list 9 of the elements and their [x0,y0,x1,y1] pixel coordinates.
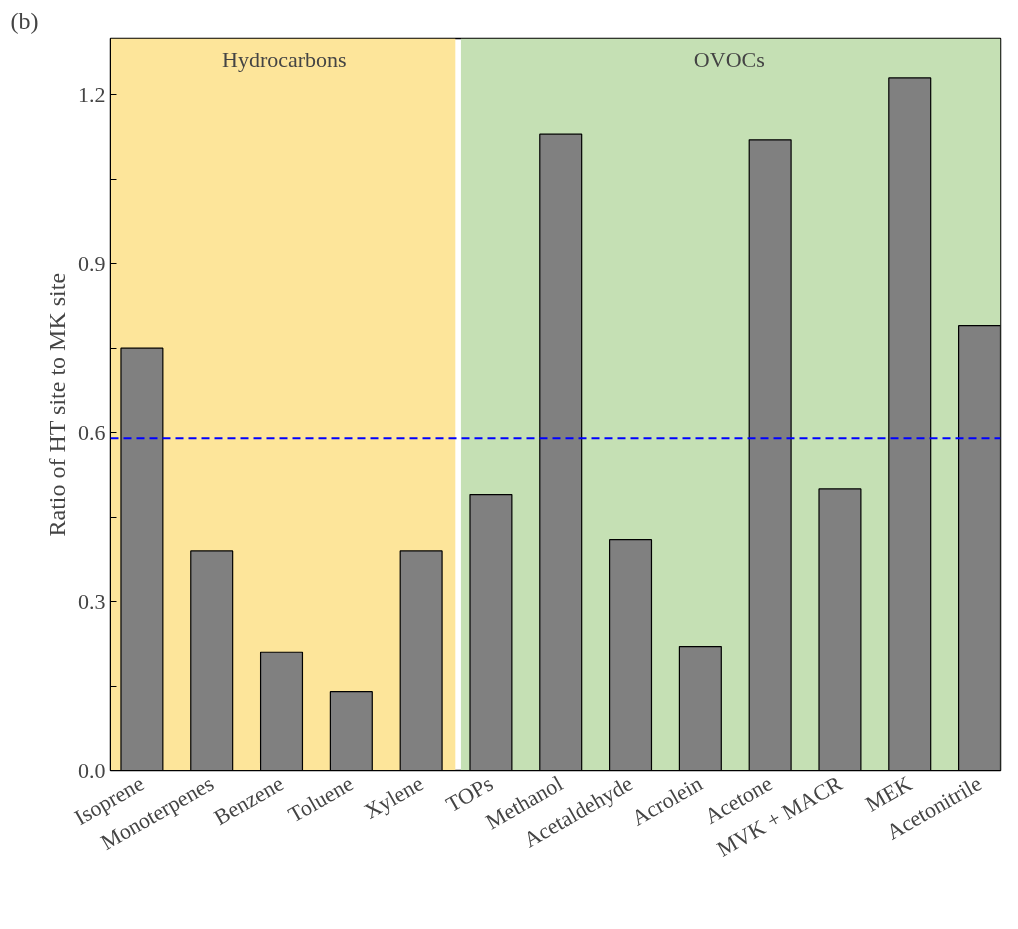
band-label: Hydrocarbons [222,46,347,72]
y-tick-label: 0.0 [78,757,106,783]
y-tick-label: 0.6 [78,419,106,445]
y-tick-label: 0.3 [78,588,106,614]
y-tick-label: 1.2 [78,81,106,107]
y-axis-title: Ratio of HT site to MK site [44,272,70,537]
y-tick-label: 0.9 [78,250,106,276]
text: (b) [10,7,39,34]
band-label: OVOCs [693,46,765,72]
